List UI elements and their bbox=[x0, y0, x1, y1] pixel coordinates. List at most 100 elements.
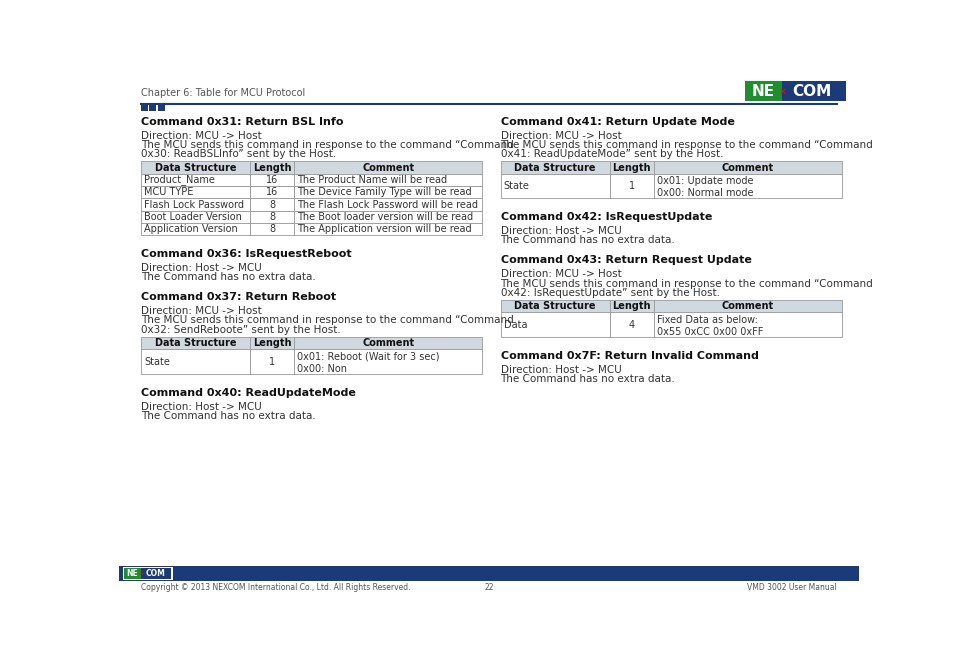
Bar bbox=[609, 161, 654, 174]
Text: MCU TYPE: MCU TYPE bbox=[144, 187, 193, 198]
Text: Data Structure: Data Structure bbox=[154, 163, 236, 173]
Text: 4: 4 bbox=[628, 320, 635, 330]
Bar bbox=[500, 312, 609, 337]
Bar bbox=[141, 198, 250, 211]
Bar bbox=[294, 337, 481, 349]
Text: Command 0x40: ReadUpdateMode: Command 0x40: ReadUpdateMode bbox=[141, 388, 355, 398]
Text: Boot Loader Version: Boot Loader Version bbox=[144, 212, 242, 222]
Text: The Command has no extra data.: The Command has no extra data. bbox=[141, 272, 315, 282]
Text: Direction: MCU -> Host: Direction: MCU -> Host bbox=[500, 269, 620, 280]
Bar bbox=[294, 223, 481, 235]
Bar bbox=[250, 223, 294, 235]
Text: Comment: Comment bbox=[362, 338, 414, 348]
Bar bbox=[141, 337, 250, 349]
Text: The Command has no extra data.: The Command has no extra data. bbox=[500, 374, 675, 384]
Bar bbox=[609, 174, 654, 198]
Bar bbox=[250, 186, 294, 198]
Text: The Device Family Type will be read: The Device Family Type will be read bbox=[297, 187, 472, 198]
Text: Length: Length bbox=[253, 163, 292, 173]
Text: Data Structure: Data Structure bbox=[514, 301, 596, 311]
Text: Command 0x36: IsRequestReboot: Command 0x36: IsRequestReboot bbox=[141, 249, 352, 259]
Text: 0x01: Reboot (Wait for 3 sec): 0x01: Reboot (Wait for 3 sec) bbox=[297, 351, 439, 362]
Bar bbox=[609, 312, 654, 337]
Text: 1: 1 bbox=[628, 181, 635, 191]
Text: The Command has no extra data.: The Command has no extra data. bbox=[500, 235, 675, 245]
Text: Length: Length bbox=[612, 163, 650, 173]
Bar bbox=[500, 174, 609, 198]
Text: 0x42: IsRequestUpdate” sent by the Host.: 0x42: IsRequestUpdate” sent by the Host. bbox=[500, 288, 719, 298]
Bar bbox=[250, 349, 294, 374]
Text: The Command has no extra data.: The Command has no extra data. bbox=[141, 411, 315, 421]
Bar bbox=[150, 103, 156, 111]
Bar bbox=[654, 300, 841, 312]
Text: Length: Length bbox=[253, 338, 292, 348]
Text: 0x00: Normal mode: 0x00: Normal mode bbox=[657, 188, 753, 198]
Text: 0x41: ReadUpdateMode” sent by the Host.: 0x41: ReadUpdateMode” sent by the Host. bbox=[500, 149, 722, 159]
Text: Data Structure: Data Structure bbox=[514, 163, 596, 173]
Bar bbox=[609, 300, 654, 312]
Text: Fixed Data as below:: Fixed Data as below: bbox=[657, 314, 758, 325]
Bar bbox=[123, 567, 172, 579]
Bar bbox=[250, 174, 294, 186]
Text: Direction: MCU -> Host: Direction: MCU -> Host bbox=[141, 130, 261, 140]
Text: 0x55 0xCC 0x00 0xFF: 0x55 0xCC 0x00 0xFF bbox=[657, 327, 762, 337]
Text: Comment: Comment bbox=[362, 163, 414, 173]
Text: The Flash Lock Password will be read: The Flash Lock Password will be read bbox=[297, 200, 478, 210]
Bar bbox=[294, 349, 481, 374]
Text: Application Version: Application Version bbox=[144, 224, 237, 235]
Bar bbox=[158, 103, 165, 111]
Text: Data Structure: Data Structure bbox=[154, 338, 236, 348]
Text: Command 0x42: IsRequestUpdate: Command 0x42: IsRequestUpdate bbox=[500, 212, 711, 222]
Bar bbox=[250, 161, 294, 174]
Text: NE: NE bbox=[751, 84, 775, 99]
Text: 0x01: Update mode: 0x01: Update mode bbox=[657, 176, 753, 186]
Text: Data: Data bbox=[503, 320, 527, 330]
Bar bbox=[744, 81, 781, 101]
Bar bbox=[250, 211, 294, 223]
Text: NE: NE bbox=[127, 569, 138, 578]
Bar bbox=[141, 186, 250, 198]
Text: The MCU sends this command in response to the command “Command: The MCU sends this command in response t… bbox=[141, 140, 513, 150]
Text: 8: 8 bbox=[269, 212, 275, 222]
Text: Comment: Comment bbox=[721, 163, 773, 173]
Text: Command 0x43: Return Request Update: Command 0x43: Return Request Update bbox=[500, 255, 751, 265]
Text: 0x30: ReadBSLInfo” sent by the Host.: 0x30: ReadBSLInfo” sent by the Host. bbox=[141, 149, 335, 159]
Text: Command 0x37: Return Reboot: Command 0x37: Return Reboot bbox=[141, 292, 335, 302]
Text: Command 0x7F: Return Invalid Command: Command 0x7F: Return Invalid Command bbox=[500, 351, 758, 361]
Bar bbox=[781, 81, 845, 101]
Text: State: State bbox=[503, 181, 529, 191]
Text: Direction: MCU -> Host: Direction: MCU -> Host bbox=[500, 130, 620, 140]
Text: 16: 16 bbox=[266, 175, 278, 185]
Bar bbox=[141, 211, 250, 223]
Text: 0x00: Non: 0x00: Non bbox=[297, 364, 347, 374]
Bar bbox=[124, 568, 141, 579]
Bar bbox=[141, 174, 250, 186]
Bar bbox=[119, 566, 858, 581]
Bar bbox=[294, 198, 481, 211]
Text: 8: 8 bbox=[269, 224, 275, 235]
Bar bbox=[250, 198, 294, 211]
Bar bbox=[141, 103, 148, 111]
Bar bbox=[250, 337, 294, 349]
Bar bbox=[500, 300, 609, 312]
Bar bbox=[141, 568, 171, 579]
Bar bbox=[294, 174, 481, 186]
Text: 8: 8 bbox=[269, 200, 275, 210]
Text: ✕: ✕ bbox=[778, 87, 786, 96]
Text: Copyright © 2013 NEXCOM International Co., Ltd. All Rights Reserved.: Copyright © 2013 NEXCOM International Co… bbox=[141, 583, 410, 591]
Text: The Boot loader version will be read: The Boot loader version will be read bbox=[297, 212, 473, 222]
Text: The MCU sends this command in response to the command “Command: The MCU sends this command in response t… bbox=[500, 278, 872, 288]
Text: Chapter 6: Table for MCU Protocol: Chapter 6: Table for MCU Protocol bbox=[141, 88, 305, 98]
Text: Direction: MCU -> Host: Direction: MCU -> Host bbox=[141, 306, 261, 317]
Text: Command 0x31: Return BSL Info: Command 0x31: Return BSL Info bbox=[141, 117, 343, 127]
Bar bbox=[141, 223, 250, 235]
Bar bbox=[500, 161, 609, 174]
Text: Direction: Host -> MCU: Direction: Host -> MCU bbox=[141, 263, 261, 273]
Text: The Application version will be read: The Application version will be read bbox=[297, 224, 472, 235]
Bar bbox=[294, 186, 481, 198]
Text: The Product Name will be read: The Product Name will be read bbox=[297, 175, 447, 185]
Text: VMD 3002 User Manual: VMD 3002 User Manual bbox=[746, 583, 836, 591]
Bar bbox=[141, 161, 250, 174]
Bar bbox=[294, 161, 481, 174]
Text: The MCU sends this command in response to the command “Command: The MCU sends this command in response t… bbox=[500, 140, 872, 150]
